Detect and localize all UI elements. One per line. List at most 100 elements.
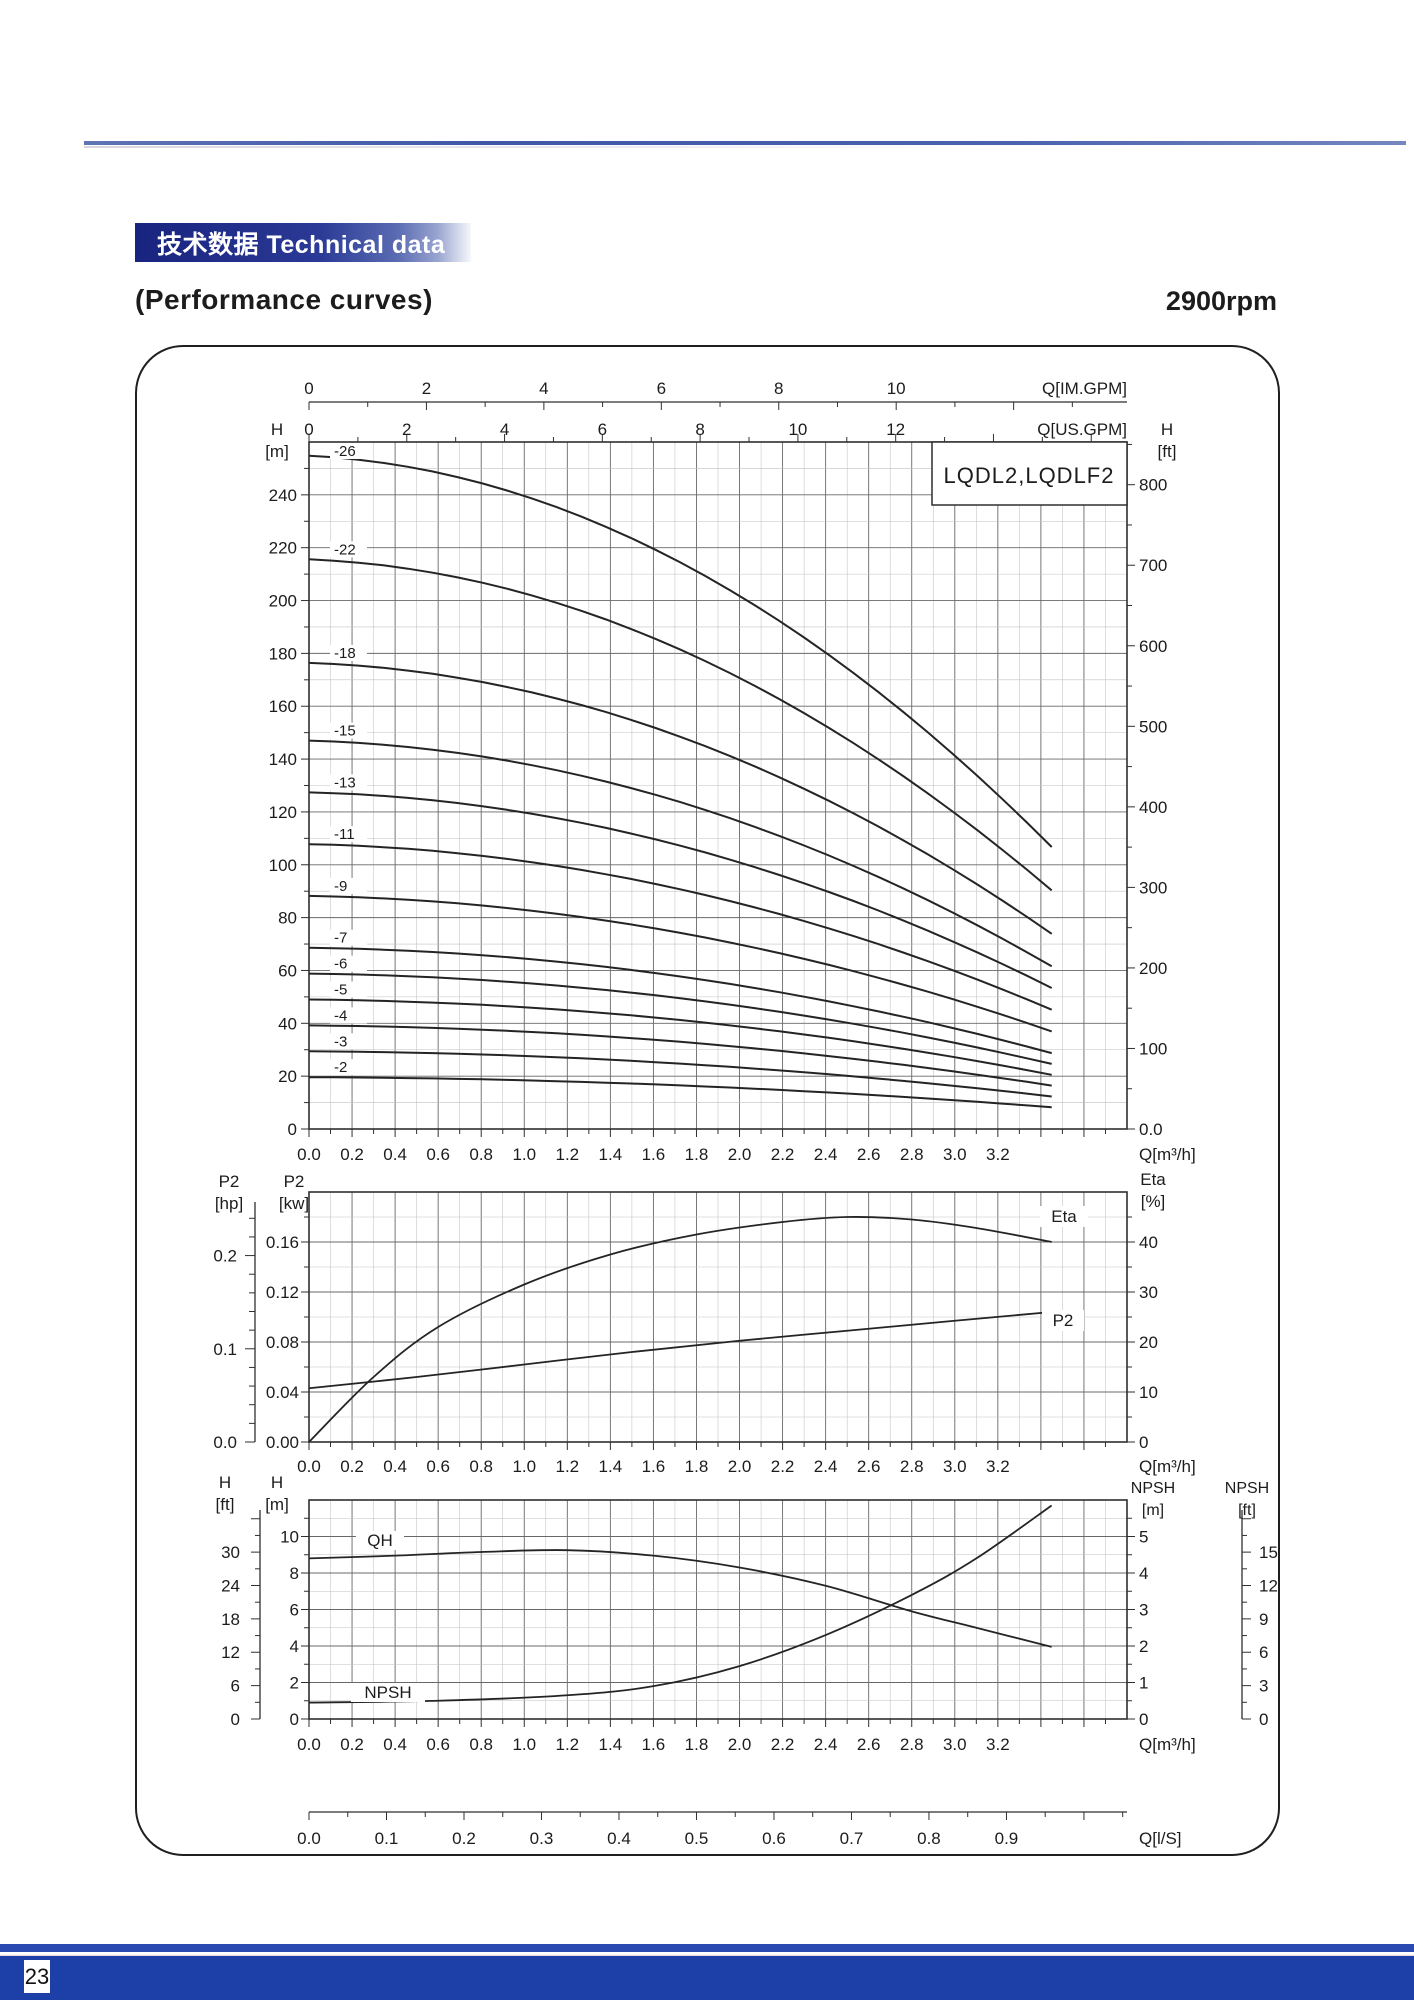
p2-kw-tick-label: 0.04 (266, 1383, 299, 1402)
npsh-ft-tick-label: 0 (1259, 1710, 1268, 1729)
stage-label-bg (330, 877, 367, 894)
stage-label-bg (330, 929, 367, 946)
us-gpm-tick-label: 12 (886, 420, 905, 439)
x-tick-label: 2.6 (857, 1735, 881, 1754)
ls-tick-label: 0.3 (530, 1829, 554, 1848)
eta-curve-label: Eta (1051, 1207, 1077, 1226)
p2-kw-tick-label: 0.12 (266, 1283, 299, 1302)
x-tick-label: 1.2 (555, 1145, 579, 1164)
im-gpm-tick-label: 2 (422, 379, 431, 398)
performance-curves-card: LQDL2,LQDLF2 0 2 4 6 8 10 Q[IM.GPM] 0 2 4 6 8 10 12 Q[U… (135, 345, 1280, 1856)
h-m-tick-label: 240 (269, 486, 297, 505)
qh-npsh-chart: 1086420H[m]3024181260H[ft]543210NPSH[m]1… (216, 1473, 1278, 1848)
x-tick-label: 3.2 (986, 1735, 1010, 1754)
stage-curve (308, 739, 1053, 968)
stage-curve (308, 894, 1053, 1033)
stage-curve (308, 843, 1053, 1011)
h-m-tick-label: 6 (290, 1601, 299, 1620)
stage-curve (308, 791, 1053, 989)
x-tick-label: 0.4 (383, 1735, 407, 1754)
stage-curve (308, 998, 1052, 1076)
x-tick-label: 0.8 (469, 1145, 493, 1164)
x-tick-label: 0.8 (469, 1735, 493, 1754)
us-gpm-tick-label: 8 (695, 420, 704, 439)
stage-curve (308, 1076, 1052, 1109)
h-m-axis-name: H (271, 420, 283, 439)
stage-label-bg (330, 774, 367, 791)
x-axis-unit-label: Q[m³/h] (1139, 1457, 1196, 1476)
x-tick-label: 0.6 (426, 1457, 450, 1476)
x-tick-label: 0.4 (383, 1145, 407, 1164)
stage-label-bg (330, 1059, 367, 1076)
eta-axis-name: Eta (1140, 1170, 1166, 1189)
x-tick-label: 1.0 (512, 1145, 536, 1164)
ls-tick-label: 0.1 (375, 1829, 399, 1848)
eta-tick-label: 0 (1139, 1433, 1148, 1452)
stage-curve-label: -18 (334, 645, 356, 662)
h-ft-axis-name: H (1161, 420, 1173, 439)
x-tick-label: 2.6 (857, 1457, 881, 1476)
x-tick-label: 1.6 (642, 1145, 666, 1164)
p2-curve-label: P2 (1053, 1311, 1074, 1330)
h-ft-tick-label: 400 (1139, 798, 1167, 817)
x-tick-label: 2.0 (728, 1145, 752, 1164)
us-gpm-unit-label: Q[US.GPM] (1037, 420, 1127, 439)
h-ft-tick-label: 0.0 (1139, 1120, 1163, 1139)
x-tick-label: 1.8 (685, 1145, 709, 1164)
stage-curve (308, 454, 1053, 848)
eta-tick-label: 30 (1139, 1283, 1158, 1302)
p2-kw-tick-label: 0.00 (266, 1433, 299, 1452)
im-gpm-tick-label: 10 (887, 379, 906, 398)
h-m-axis-unit: [m] (265, 442, 289, 461)
x-tick-label: 0.6 (426, 1735, 450, 1754)
stage-curve (308, 1024, 1052, 1087)
p2-hp-axis-name: P2 (219, 1172, 240, 1191)
npsh-m-tick-label: 3 (1139, 1601, 1148, 1620)
h-ft-tick-label: 30 (221, 1543, 240, 1562)
h-ft-tick-label: 700 (1139, 556, 1167, 575)
x-tick-label: 1.6 (642, 1457, 666, 1476)
h-ft-axis-name: H (219, 1473, 231, 1492)
ls-tick-label: 0.6 (762, 1829, 786, 1848)
model-box (931, 441, 1128, 506)
ls-tick-label: 0.8 (917, 1829, 941, 1848)
npsh-m-tick-label: 5 (1139, 1528, 1148, 1547)
h-m-axis-unit: [m] (265, 1495, 289, 1514)
stage-label-bg (330, 443, 367, 459)
eta-curve-label-bg (1040, 1206, 1088, 1227)
p2-hp-tick-label: 0.0 (213, 1433, 237, 1452)
h-m-tick-label: 200 (269, 592, 297, 611)
h-ft-tick-label: 800 (1139, 476, 1167, 495)
stage-curve (308, 558, 1053, 892)
x-tick-label: 2.2 (771, 1457, 795, 1476)
stage-curve-label: -4 (334, 1007, 347, 1024)
section-banner-text: 技术数据 Technical data (157, 230, 446, 259)
h-m-tick-label: 8 (290, 1564, 299, 1583)
stage-curve-label: -9 (334, 878, 347, 895)
h-m-tick-label: 160 (269, 697, 297, 716)
stage-label-bg (330, 1007, 367, 1024)
stage-curve-label: -26 (334, 443, 356, 460)
x-tick-label: 1.2 (555, 1735, 579, 1754)
x-tick-label: 0.4 (383, 1457, 407, 1476)
npsh-ft-tick-label: 9 (1259, 1610, 1268, 1629)
h-ft-tick-label: 300 (1139, 878, 1167, 897)
p2-kw-tick-label: 0.16 (266, 1233, 299, 1252)
h-m-tick-label: 0 (288, 1120, 297, 1139)
ls-tick-label: 0.4 (607, 1829, 631, 1848)
h-m-tick-label: 10 (280, 1528, 299, 1547)
h-m-tick-label: 20 (278, 1067, 297, 1086)
h-ft-tick-label: 12 (221, 1643, 240, 1662)
eta-tick-label: 10 (1139, 1383, 1158, 1402)
page-number: 23 (24, 1963, 50, 1989)
im-gpm-tick-label: 0 (304, 379, 313, 398)
stage-curve-label: -11 (334, 826, 355, 843)
h-ft-tick-label: 18 (221, 1610, 240, 1629)
x-tick-label: 2.8 (900, 1457, 924, 1476)
npsh-curve (308, 1504, 1053, 1704)
stage-curve-label: -15 (334, 723, 356, 740)
npsh-curve-label: NPSH (364, 1683, 411, 1702)
x-tick-label: 2.8 (900, 1145, 924, 1164)
qh-curve-label-bg (356, 1531, 404, 1550)
stage-curve-label: -7 (334, 930, 347, 947)
